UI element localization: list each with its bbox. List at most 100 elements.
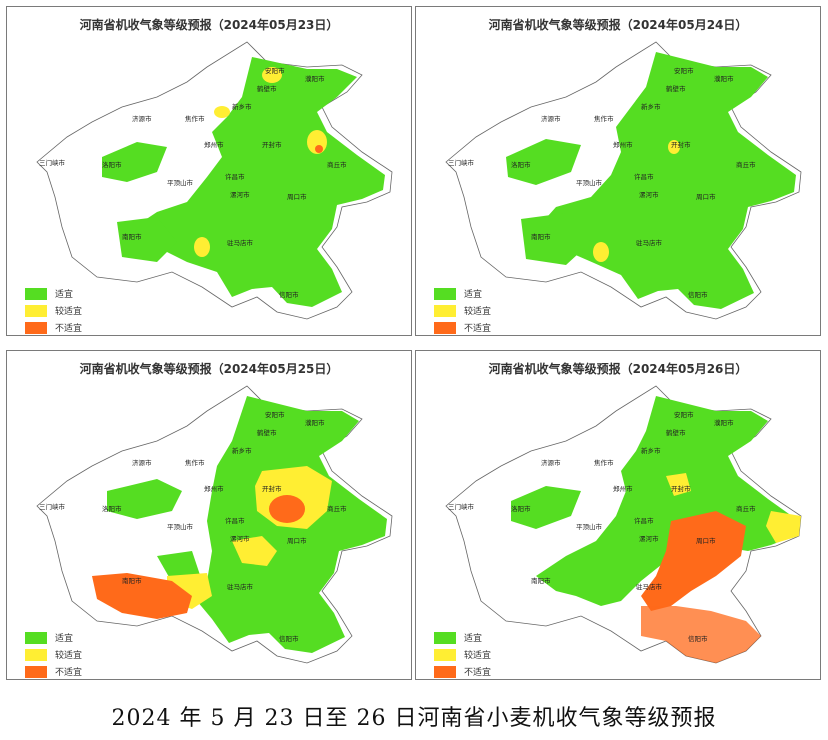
city-label-luoyang: 洛阳市: [511, 504, 531, 513]
city-label-xinxiang: 新乡市: [232, 446, 252, 455]
city-label-zhumadian: 驻马店市: [227, 582, 254, 591]
city-label-anyang: 安阳市: [674, 66, 694, 75]
city-label-jiaozuo: 焦作市: [594, 114, 614, 123]
city-label-sanmenxia: 三门峡市: [39, 502, 66, 511]
zone-suitable-west: [102, 142, 167, 182]
city-label-puyang: 濮阳市: [714, 418, 734, 427]
city-label-xinxiang: 新乡市: [232, 102, 252, 111]
city-label-xuchang: 许昌市: [225, 172, 245, 181]
city-label-xinyang: 信阳市: [279, 290, 299, 299]
city-label-puyang: 濮阳市: [714, 74, 734, 83]
city-label-kaifeng: 开封市: [262, 140, 282, 149]
henan-map: 安阳市 濮阳市 鹤壁市 新乡市 焦作市 济源市 三门峡市 洛阳市 郑州市 开封市…: [36, 41, 393, 320]
city-label-luohe: 漯河市: [230, 190, 250, 199]
suitable-zones: [102, 57, 385, 307]
city-label-luoyang: 洛阳市: [511, 160, 531, 169]
suitable-zones: [511, 396, 796, 606]
legend-item-unsuitable: 不适宜: [25, 319, 83, 335]
unsuitable-zones: [92, 495, 305, 619]
city-label-zhengzhou: 郑州市: [613, 140, 633, 149]
city-label-xinxiang: 新乡市: [641, 102, 661, 111]
city-labels: 安阳市 濮阳市 鹤壁市 新乡市 焦作市 济源市 三门峡市 洛阳市 郑州市 开封市…: [39, 66, 347, 299]
city-label-shangqiu: 商丘市: [327, 504, 347, 513]
legend-item-unsuitable: 不适宜: [434, 319, 492, 335]
legend-item-suitable: 适宜: [434, 629, 491, 646]
henan-map: 安阳市 濮阳市 鹤壁市 新乡市 焦作市 济源市 三门峡市 洛阳市 郑州市 开封市…: [445, 41, 802, 320]
city-label-shangqiu: 商丘市: [327, 160, 347, 169]
legend-item-unsuitable: 不适宜: [25, 663, 83, 679]
city-label-jiyuan: 济源市: [132, 458, 152, 467]
city-label-jiaozuo: 焦作市: [185, 114, 205, 123]
city-label-xuchang: 许昌市: [225, 516, 245, 525]
city-labels: 安阳市 濮阳市 鹤壁市 新乡市 焦作市 济源市 三门峡市 洛阳市 郑州市 开封市…: [448, 66, 756, 299]
zone-unsuitable: [92, 573, 192, 619]
zone-unsuitable: [641, 511, 746, 611]
city-label-jiyuan: 济源市: [541, 458, 561, 467]
legend-label: 适宜: [55, 634, 74, 644]
legend-label: 较适宜: [464, 651, 492, 661]
map-legend: 适宜 较适宜 不适宜: [434, 629, 492, 679]
city-label-pingdingshan: 平顶山市: [167, 522, 194, 531]
city-label-xinyang: 信阳市: [688, 634, 708, 643]
legend-item-unsuitable: 不适宜: [434, 663, 492, 679]
legend-swatch: [25, 648, 47, 661]
city-label-xuchang: 许昌市: [634, 516, 654, 525]
henan-map: 安阳市 濮阳市 鹤壁市 新乡市 焦作市 济源市 三门峡市 洛阳市 郑州市 开封市…: [445, 385, 802, 664]
legend-swatch: [25, 321, 47, 334]
city-label-luoyang: 洛阳市: [102, 160, 122, 169]
forecast-map-panel-0525: 河南省机收气象等级预报（2024年05月25日） 安阳市 濮阳市 鹤壁市 新乡市…: [6, 350, 412, 680]
legend-swatch: [25, 631, 47, 644]
city-label-anyang: 安阳市: [265, 66, 285, 75]
legend-swatch: [434, 287, 456, 300]
legend-label: 较适宜: [55, 307, 83, 317]
city-label-kaifeng: 开封市: [671, 484, 691, 493]
zone-less-suitable: [593, 242, 609, 262]
zone-suitable-west: [107, 479, 182, 519]
city-labels: 安阳市 濮阳市 鹤壁市 新乡市 焦作市 济源市 三门峡市 洛阳市 郑州市 开封市…: [448, 410, 756, 643]
panel-title: 河南省机收气象等级预报（2024年05月25日）: [79, 362, 339, 376]
legend-item-suitable: 适宜: [25, 285, 82, 302]
legend-label: 不适宜: [55, 668, 83, 678]
figure-caption: 2024 年 5 月 23 日至 26 日河南省小麦机收气象等级预报: [111, 706, 717, 731]
legend-label: 不适宜: [55, 324, 83, 334]
forecast-map-panel-0523: 河南省机收气象等级预报（2024年05月23日） 安阳市 濮阳市 鹤壁市 新乡市…: [6, 6, 412, 336]
legend-label: 较适宜: [464, 307, 492, 317]
legend-swatch: [434, 304, 456, 317]
city-label-shangqiu: 商丘市: [736, 160, 756, 169]
less-suitable-zones: [666, 473, 801, 543]
legend-item-suitable: 适宜: [25, 629, 82, 646]
legend-item-suitable: 适宜: [434, 285, 491, 302]
zone-less-suitable: [214, 106, 230, 118]
forecast-map-panel-0526: 河南省机收气象等级预报（2024年05月26日） 安阳市 濮阳市 鹤壁市 新乡市…: [415, 350, 821, 680]
legend-label: 适宜: [464, 634, 483, 644]
city-label-luohe: 漯河市: [639, 534, 659, 543]
legend-item-less-suitable: 较适宜: [434, 302, 491, 319]
legend-item-less-suitable: 较适宜: [25, 302, 82, 319]
legend-label: 适宜: [464, 290, 483, 300]
legend-label: 不适宜: [464, 668, 492, 678]
city-labels: 安阳市 濮阳市 鹤壁市 新乡市 焦作市 济源市 三门峡市 洛阳市 郑州市 开封市…: [39, 410, 347, 643]
city-label-xuchang: 许昌市: [634, 172, 654, 181]
zone-unsuitable: [315, 145, 323, 153]
legend-label: 较适宜: [55, 651, 83, 661]
city-label-sanmenxia: 三门峡市: [448, 502, 475, 511]
zone-less-suitable: [666, 473, 691, 496]
zone-suitable: [536, 396, 796, 606]
city-label-xinyang: 信阳市: [688, 290, 708, 299]
city-label-zhoukou: 周口市: [696, 536, 716, 545]
city-label-xinxiang: 新乡市: [641, 446, 661, 455]
city-label-kaifeng: 开封市: [262, 484, 282, 493]
legend-label: 不适宜: [464, 324, 492, 334]
city-label-jiaozuo: 焦作市: [594, 458, 614, 467]
city-label-hebi: 鹤壁市: [666, 428, 686, 437]
legend-swatch: [25, 304, 47, 317]
city-label-nanyang: 南阳市: [531, 232, 551, 241]
city-label-anyang: 安阳市: [265, 410, 285, 419]
city-label-xinyang: 信阳市: [279, 634, 299, 643]
city-label-sanmenxia: 三门峡市: [39, 158, 66, 167]
city-label-zhumadian: 驻马店市: [636, 238, 663, 247]
zone-less-suitable: [668, 140, 680, 154]
legend-item-less-suitable: 较适宜: [434, 646, 491, 663]
city-label-jiyuan: 济源市: [132, 114, 152, 123]
zone-suitable-west: [506, 139, 581, 185]
